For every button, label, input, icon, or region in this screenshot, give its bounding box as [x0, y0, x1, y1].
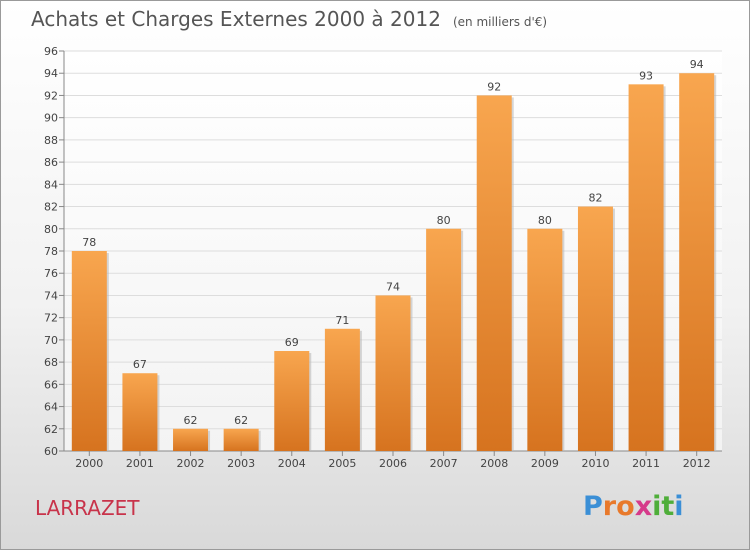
bar-value-label: 69 — [285, 336, 299, 349]
logo-letter: r — [602, 491, 617, 522]
bar — [122, 373, 158, 451]
bar — [223, 428, 259, 451]
proxiti-logo[interactable]: Proxiti — [583, 491, 684, 522]
x-tick-label: 2007 — [430, 457, 458, 470]
y-tick-label: 90 — [44, 112, 58, 125]
logo-letter: i — [674, 491, 684, 522]
bar-value-label: 80 — [437, 214, 451, 227]
y-tick-label: 62 — [44, 423, 58, 436]
bar — [426, 228, 462, 451]
y-tick-label: 86 — [44, 156, 58, 169]
bar-value-label: 92 — [487, 80, 501, 93]
y-tick-label: 72 — [44, 312, 58, 325]
bar-value-label: 71 — [335, 314, 349, 327]
y-tick-label: 60 — [44, 445, 58, 458]
bar-value-label: 94 — [690, 58, 704, 71]
x-tick-label: 2008 — [480, 457, 508, 470]
bar — [628, 84, 664, 451]
x-tick-label: 2012 — [683, 457, 711, 470]
chart-title: Achats et Charges Externes 2000 à 2012 (e… — [31, 7, 547, 31]
bar — [527, 228, 563, 451]
x-tick-label: 2003 — [227, 457, 255, 470]
bar — [71, 251, 107, 451]
bar — [679, 73, 715, 451]
y-tick-label: 82 — [44, 201, 58, 214]
bar — [274, 351, 310, 451]
logo-letter: x — [634, 491, 653, 522]
y-tick-label: 70 — [44, 334, 58, 347]
y-tick-label: 78 — [44, 245, 58, 258]
bar-value-label: 67 — [133, 358, 147, 371]
x-tick-label: 2006 — [379, 457, 407, 470]
chart-title-text: Achats et Charges Externes 2000 à 2012 — [31, 7, 441, 31]
bar-value-label: 62 — [234, 414, 248, 427]
logo-letter: P — [583, 491, 603, 522]
x-tick-label: 2009 — [531, 457, 559, 470]
x-tick-label: 2002 — [177, 457, 205, 470]
y-tick-label: 84 — [44, 178, 58, 191]
y-tick-label: 88 — [44, 134, 58, 147]
y-tick-label: 76 — [44, 267, 58, 280]
bar-value-label: 78 — [82, 236, 96, 249]
bar-value-label: 82 — [588, 192, 602, 205]
bar-value-label: 80 — [538, 214, 552, 227]
bar — [577, 206, 613, 451]
commune-name: LARRAZET — [35, 496, 140, 520]
y-tick-label: 66 — [44, 378, 58, 391]
x-tick-label: 2011 — [632, 457, 660, 470]
logo-letter: t — [661, 491, 675, 522]
y-tick-label: 92 — [44, 89, 58, 102]
y-tick-label: 96 — [44, 45, 58, 58]
y-tick-label: 80 — [44, 223, 58, 236]
bar-value-label: 93 — [639, 69, 653, 82]
y-tick-label: 64 — [44, 401, 58, 414]
y-tick-label: 94 — [44, 67, 58, 80]
x-tick-label: 2010 — [581, 457, 609, 470]
y-tick-label: 68 — [44, 356, 58, 369]
x-tick-label: 2004 — [278, 457, 306, 470]
bar — [476, 95, 512, 451]
bar — [324, 328, 360, 451]
x-tick-label: 2000 — [75, 457, 103, 470]
bar — [375, 295, 411, 451]
y-tick-label: 74 — [44, 289, 58, 302]
bar-value-label: 74 — [386, 280, 400, 293]
x-tick-label: 2005 — [328, 457, 356, 470]
x-tick-label: 2001 — [126, 457, 154, 470]
logo-letter: i — [652, 491, 662, 522]
bar-value-label: 62 — [184, 414, 198, 427]
bar — [173, 428, 209, 451]
logo-letter: o — [616, 491, 635, 522]
chart-subtitle: (en milliers d'€) — [452, 15, 548, 29]
